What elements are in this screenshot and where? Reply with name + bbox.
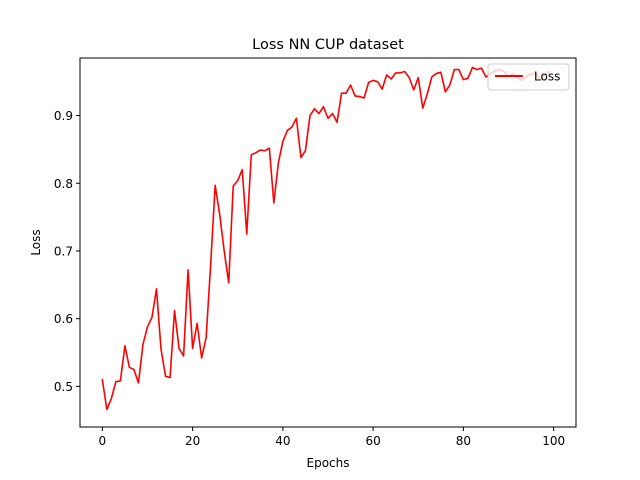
legend-box — [487, 63, 570, 91]
x-axis: 0 20 40 60 80 100 — [99, 427, 565, 448]
series-line-loss — [101, 66, 550, 411]
y-axis-label: Loss — [29, 229, 43, 255]
x-tick-label: 0 — [99, 434, 107, 448]
x-tick-label: 80 — [456, 434, 471, 448]
y-tick-label: 0.8 — [54, 177, 73, 191]
y-tick-label: 0.7 — [54, 244, 73, 258]
x-tick-label: 20 — [185, 434, 200, 448]
legend: Loss — [487, 63, 570, 91]
plot-area — [79, 57, 577, 428]
axes-frame — [79, 57, 577, 428]
chart-title: Loss NN CUP dataset — [252, 37, 404, 53]
x-tick-label: 40 — [275, 434, 290, 448]
y-tick-label: 0.6 — [54, 312, 73, 326]
x-tick-label: 60 — [365, 434, 380, 448]
x-tick-label: 100 — [542, 434, 565, 448]
x-axis-label: Epochs — [307, 456, 350, 470]
y-axis: 0.5 0.6 0.7 0.8 0.9 — [54, 109, 80, 394]
y-tick-label: 0.5 — [54, 380, 73, 394]
legend-label-loss: Loss — [534, 70, 560, 84]
y-tick-label: 0.9 — [54, 109, 73, 123]
